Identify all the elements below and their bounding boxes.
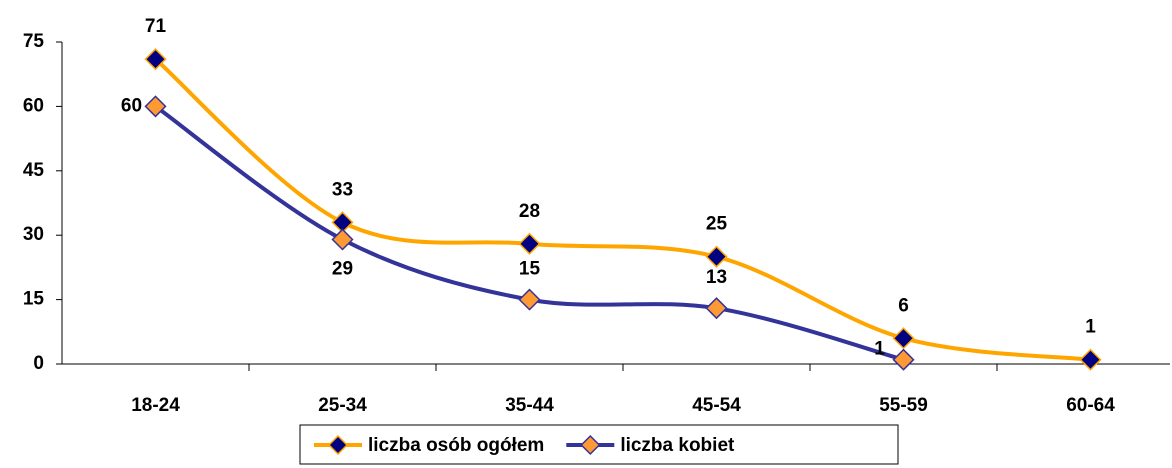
data-label: 6 xyxy=(898,295,909,316)
legend-marker xyxy=(327,434,349,456)
data-label: 71 xyxy=(145,16,167,37)
x-tick-label: 55-59 xyxy=(879,395,928,416)
data-label: 13 xyxy=(706,267,727,288)
data-label: 1 xyxy=(874,339,885,360)
data-label: 28 xyxy=(519,201,540,222)
y-tick-label: 15 xyxy=(23,289,45,310)
legend-marker xyxy=(580,434,601,456)
data-label: 1 xyxy=(1085,317,1096,338)
marker xyxy=(144,95,167,118)
marker xyxy=(705,297,728,320)
y-tick-label: 60 xyxy=(23,95,44,116)
data-label: 25 xyxy=(706,214,728,235)
x-tick-label: 18-24 xyxy=(131,395,180,416)
data-label: 15 xyxy=(519,259,541,280)
y-tick-label: 30 xyxy=(23,224,44,245)
legend-label: liczba osób ogółem xyxy=(368,435,544,456)
data-label: 33 xyxy=(332,179,353,200)
marker xyxy=(518,288,541,311)
x-tick-label: 25-34 xyxy=(318,395,367,416)
y-tick-label: 0 xyxy=(33,353,44,374)
data-label: 60 xyxy=(121,95,142,116)
marker xyxy=(144,48,167,71)
y-tick-label: 75 xyxy=(23,31,45,52)
x-tick-label: 45-54 xyxy=(692,395,741,416)
marker xyxy=(518,232,541,255)
x-tick-label: 35-44 xyxy=(505,395,554,416)
series-line xyxy=(154,57,1091,362)
y-tick-label: 45 xyxy=(23,160,45,181)
marker xyxy=(892,327,915,350)
data-label: 29 xyxy=(332,259,353,280)
marker xyxy=(1079,348,1102,371)
marker xyxy=(892,348,915,371)
marker xyxy=(331,228,354,251)
x-tick-label: 60-64 xyxy=(1066,395,1115,416)
marker xyxy=(705,245,728,268)
legend-label: liczba kobiet xyxy=(620,435,735,456)
